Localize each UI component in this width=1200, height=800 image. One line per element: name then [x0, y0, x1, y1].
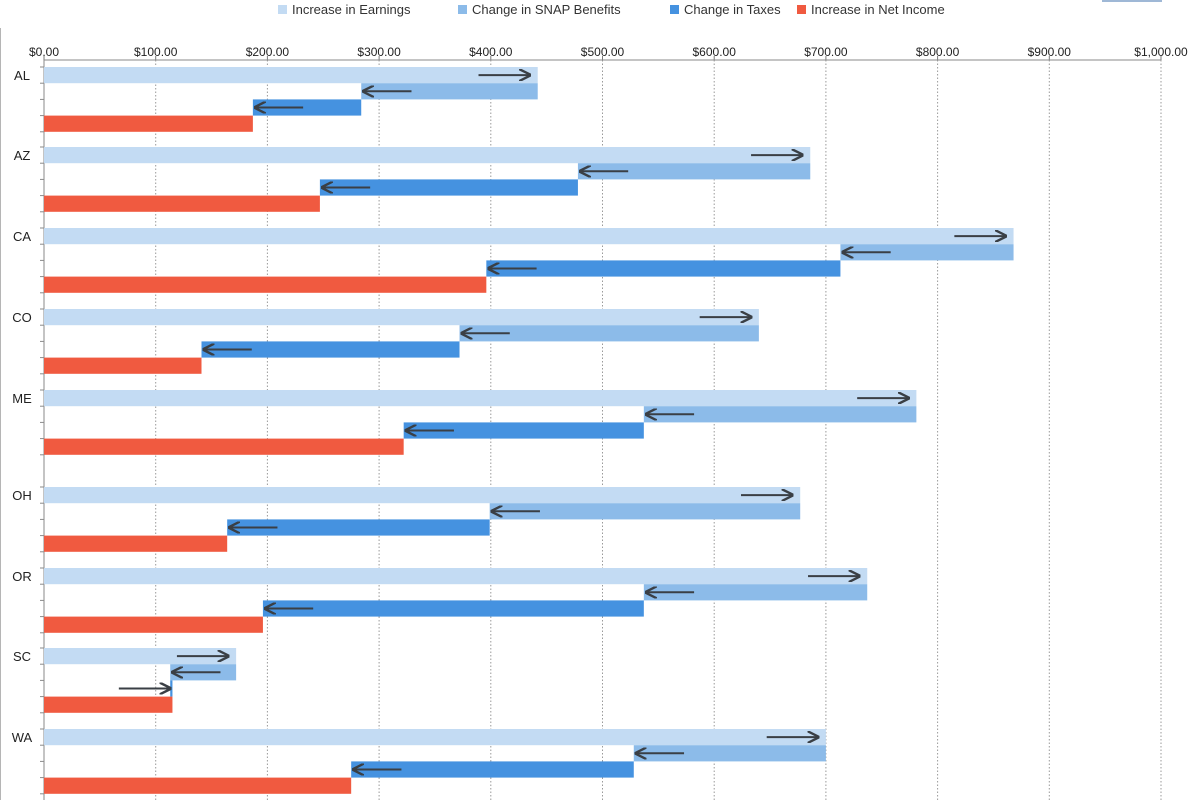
x-tick-label: $400.00	[469, 45, 513, 59]
x-tick-label: $1,000.00	[1134, 45, 1188, 59]
bar	[201, 341, 460, 358]
category-label: ME	[12, 391, 32, 406]
bar	[44, 147, 811, 164]
bar	[351, 761, 634, 778]
x-tick-label: $600.00	[693, 45, 737, 59]
legend: Increase in Earnings Change in SNAP Bene…	[0, 2, 1200, 20]
bar	[262, 600, 644, 617]
legend-swatch	[670, 5, 679, 14]
category-label: CO	[12, 310, 32, 325]
category-label: AL	[14, 68, 30, 83]
x-tick-label: $200.00	[246, 45, 290, 59]
bar	[486, 260, 841, 277]
bar	[361, 83, 538, 100]
category-label: SC	[13, 649, 31, 664]
x-tick-label: $500.00	[581, 45, 625, 59]
bar	[643, 584, 868, 601]
bar	[459, 325, 759, 342]
bar	[577, 163, 811, 180]
legend-swatch	[797, 5, 806, 14]
bar	[44, 487, 801, 504]
bar	[633, 745, 826, 762]
legend-label: Increase in Earnings	[292, 2, 411, 17]
bar	[403, 422, 644, 439]
legend-item-snap: Change in SNAP Benefits	[458, 2, 621, 17]
x-tick-label: $900.00	[1028, 45, 1072, 59]
bar	[44, 568, 868, 585]
bar	[44, 616, 263, 633]
bar	[44, 777, 352, 794]
x-tick-label: $300.00	[357, 45, 401, 59]
x-tick-label: $800.00	[916, 45, 960, 59]
bar	[643, 406, 917, 423]
x-tick-label: $100.00	[134, 45, 178, 59]
bar	[44, 648, 237, 665]
bar	[44, 729, 826, 746]
bar	[44, 357, 202, 374]
bar	[227, 519, 490, 536]
legend-item-taxes: Change in Taxes	[670, 2, 781, 17]
x-tick-label: $0.00	[29, 45, 59, 59]
x-tick-label: $700.00	[804, 45, 848, 59]
legend-item-earnings: Increase in Earnings	[278, 2, 411, 17]
bar	[840, 244, 1014, 261]
bar	[489, 503, 801, 520]
bar	[44, 228, 1014, 245]
bar	[44, 309, 759, 326]
legend-item-net-income: Increase in Net Income	[797, 2, 945, 17]
legend-label: Increase in Net Income	[811, 2, 945, 17]
legend-swatch	[278, 5, 287, 14]
bar	[44, 115, 253, 132]
legend-label: Change in Taxes	[684, 2, 781, 17]
bar	[44, 535, 228, 552]
category-label: WA	[12, 730, 33, 745]
bar	[170, 680, 173, 697]
legend-label: Change in SNAP Benefits	[472, 2, 621, 17]
bar	[44, 67, 538, 84]
bar	[44, 276, 487, 293]
bar	[44, 438, 404, 455]
bar	[319, 179, 578, 196]
bar	[44, 390, 917, 407]
bar	[44, 195, 320, 212]
category-label: AZ	[14, 148, 31, 163]
category-label: OH	[12, 488, 32, 503]
corner-tab	[1102, 0, 1162, 2]
category-label: CA	[13, 229, 31, 244]
legend-swatch	[458, 5, 467, 14]
category-label: OR	[12, 569, 32, 584]
bar	[44, 696, 173, 713]
bar	[252, 99, 362, 116]
frame-left-border	[0, 28, 1, 800]
